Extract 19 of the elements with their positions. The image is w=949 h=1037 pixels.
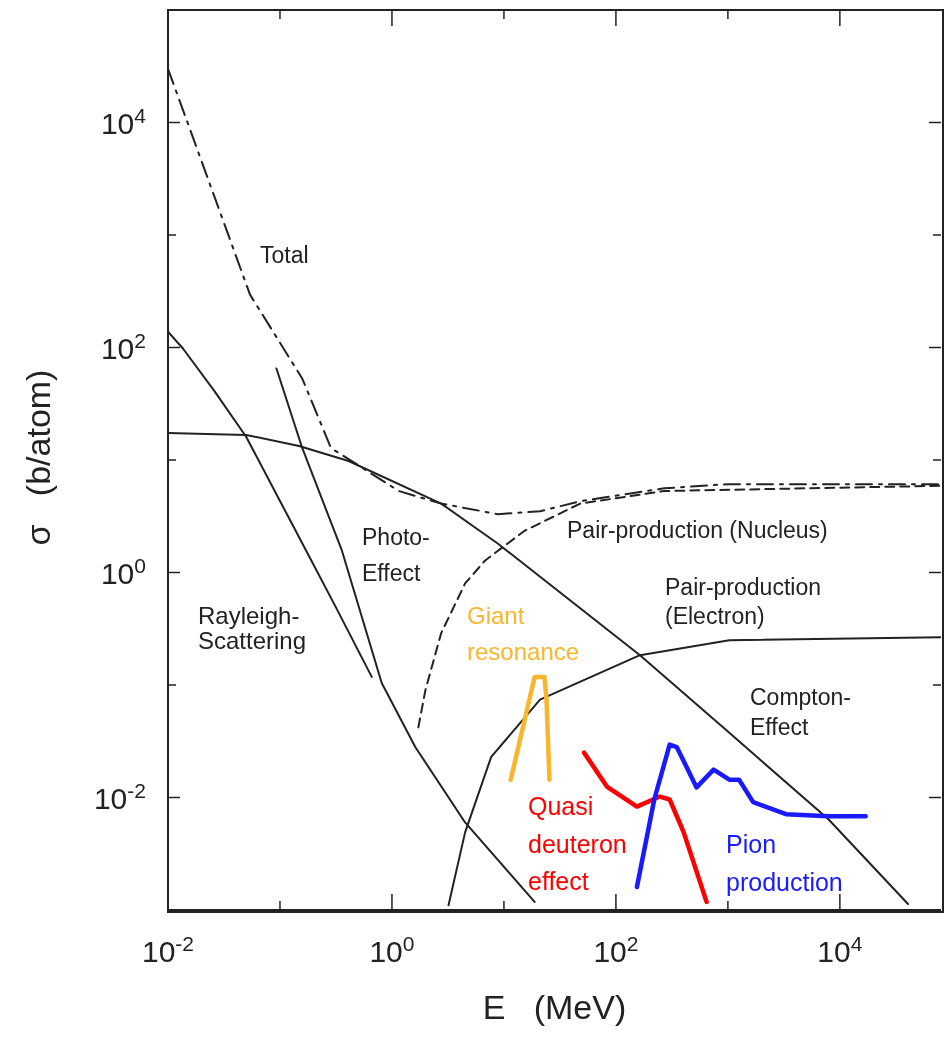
x-tick-label: 10$^{-2}$: [141, 931, 195, 968]
series-label: Photo- Effect: [362, 523, 430, 588]
y-tick-label: 10$^{4}$: [100, 103, 147, 140]
series-label: Total: [260, 242, 309, 270]
y-axis-title: σ (b/atom): [18, 368, 58, 548]
series-label: Compton- Effect: [750, 683, 851, 742]
series-label: Rayleigh- Scattering: [198, 602, 307, 655]
y-tick-label: 10$^{2}$: [100, 328, 146, 365]
x-tick-label: 10$^{0}$: [369, 931, 415, 968]
series-label: Pion production: [726, 829, 843, 898]
x-tick-label: 10$^{2}$: [593, 931, 639, 968]
series-label: Quasi deuteron effect: [528, 791, 627, 897]
series-label: Pair-production (Electron): [665, 573, 821, 631]
series-label: Giant resonance: [467, 601, 580, 667]
x-tick-label: 10$^{4}$: [817, 931, 863, 968]
series-label: Pair-production (Nucleus): [567, 517, 828, 545]
y-tick-label: 10$^{-2}$: [93, 778, 146, 815]
x-axis-title: E (MeV): [481, 988, 628, 1027]
y-tick-label: 10$^{0}$: [100, 553, 146, 590]
